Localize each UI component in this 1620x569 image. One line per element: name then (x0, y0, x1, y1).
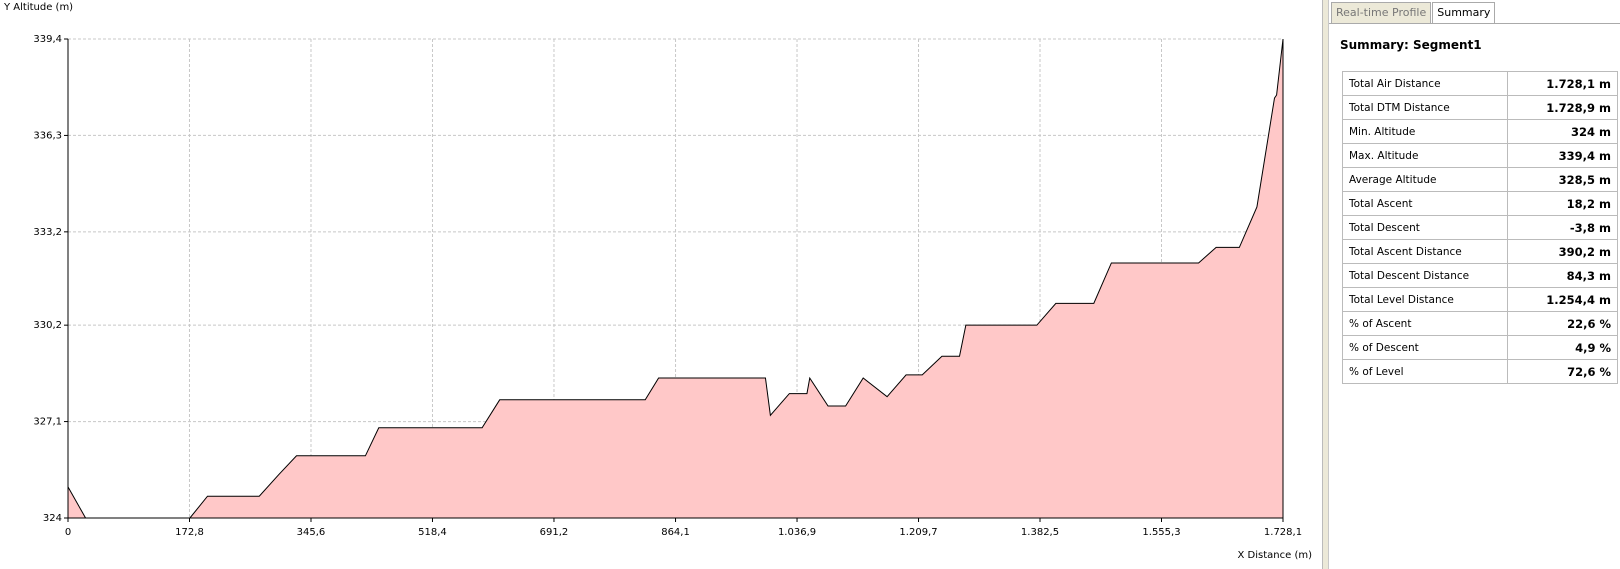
summary-label: Total Descent Distance (1342, 263, 1508, 288)
summary-row: Min. Altitude 324 m (1342, 119, 1618, 144)
summary-value: 22,6 % (1507, 311, 1618, 336)
summary-row: Total Descent -3,8 m (1342, 215, 1618, 240)
profile-line (67, 38, 1284, 519)
summary-value: 4,9 % (1507, 335, 1618, 360)
summary-value: -3,8 m (1507, 215, 1618, 240)
x-tick-label: 1.036,9 (778, 527, 816, 538)
x-axis-label: X Distance (m) (1238, 550, 1313, 561)
x-tick-label: 1.209,7 (899, 527, 937, 538)
summary-row: Average Altitude 328,5 m (1342, 167, 1618, 192)
splitter[interactable] (1322, 0, 1329, 569)
summary-label: Average Altitude (1342, 167, 1508, 192)
summary-label: Total Ascent Distance (1342, 239, 1508, 264)
x-tick-label: 1.555,3 (1142, 527, 1180, 538)
summary-value: 18,2 m (1507, 191, 1618, 216)
summary-value: 84,3 m (1507, 263, 1618, 288)
summary-value: 390,2 m (1507, 239, 1618, 264)
x-tick-label: 345,6 (297, 527, 326, 538)
area-fill (68, 39, 1283, 518)
summary-row: Total Level Distance 1.254,4 m (1342, 287, 1618, 312)
y-tick-label: 330,2 (33, 320, 62, 331)
y-tick-label: 339,4 (33, 34, 62, 45)
summary-label: Total DTM Distance (1342, 95, 1508, 120)
x-tick-label: 0 (65, 527, 71, 538)
summary-label: Total Level Distance (1342, 287, 1508, 312)
summary-row: Total Descent Distance 84,3 m (1342, 263, 1618, 288)
y-tick-label: 333,2 (33, 227, 62, 238)
summary-value: 1.728,1 m (1507, 71, 1618, 96)
summary-table: Total Air Distance 1.728,1 m Total DTM Dis… (1342, 71, 1618, 384)
y-tick-label: 327,1 (33, 417, 62, 428)
tab-bar: Real-time Profile Summary (1331, 2, 1496, 24)
chart: Y Altitude (m) X Distance (m) 324 327,1 33… (3, 2, 1313, 561)
panel-title: Summary: Segment1 (1340, 38, 1482, 52)
summary-label: Total Descent (1342, 215, 1508, 240)
summary-value: 1.728,9 m (1507, 95, 1618, 120)
summary-row: Total Air Distance 1.728,1 m (1342, 71, 1618, 96)
summary-label: Total Air Distance (1342, 71, 1508, 96)
x-tick-label: 1.382,5 (1021, 527, 1059, 538)
y-tick-label: 324 (43, 513, 62, 524)
y-tick-label: 336,3 (33, 130, 62, 141)
summary-row: Total Ascent 18,2 m (1342, 191, 1618, 216)
summary-row: % of Descent 4,9 % (1342, 335, 1618, 360)
summary-value: 328,5 m (1507, 167, 1618, 192)
x-tick-label: 518,4 (418, 527, 447, 538)
summary-value: 1.254,4 m (1507, 287, 1618, 312)
summary-value: 339,4 m (1507, 143, 1618, 168)
summary-row: % of Level 72,6 % (1342, 359, 1618, 384)
summary-row: Total DTM Distance 1.728,9 m (1342, 95, 1618, 120)
summary-label: % of Ascent (1342, 311, 1508, 336)
summary-label: Max. Altitude (1342, 143, 1508, 168)
summary-value: 72,6 % (1507, 359, 1618, 384)
summary-row: Total Ascent Distance 390,2 m (1342, 239, 1618, 264)
summary-label: Min. Altitude (1342, 119, 1508, 144)
tab-line (1329, 23, 1620, 24)
summary-value: 324 m (1507, 119, 1618, 144)
summary-label: % of Level (1342, 359, 1508, 384)
x-tick-label: 172,8 (175, 527, 204, 538)
summary-label: % of Descent (1342, 335, 1508, 360)
x-tick-label: 864,1 (661, 527, 690, 538)
x-tick-label: 691,2 (540, 527, 569, 538)
tab[interactable]: Summary (1432, 2, 1496, 24)
x-tick-label: 1.728,1 (1264, 527, 1302, 538)
tab[interactable]: Real-time Profile (1331, 2, 1432, 24)
summary-row: % of Ascent 22,6 % (1342, 311, 1618, 336)
summary-label: Total Ascent (1342, 191, 1508, 216)
y-axis-label: Y Altitude (m) (3, 2, 73, 13)
summary-panel: Real-time Profile Summary Summary: Segmen… (1328, 0, 1620, 569)
summary-row: Max. Altitude 339,4 m (1342, 143, 1618, 168)
